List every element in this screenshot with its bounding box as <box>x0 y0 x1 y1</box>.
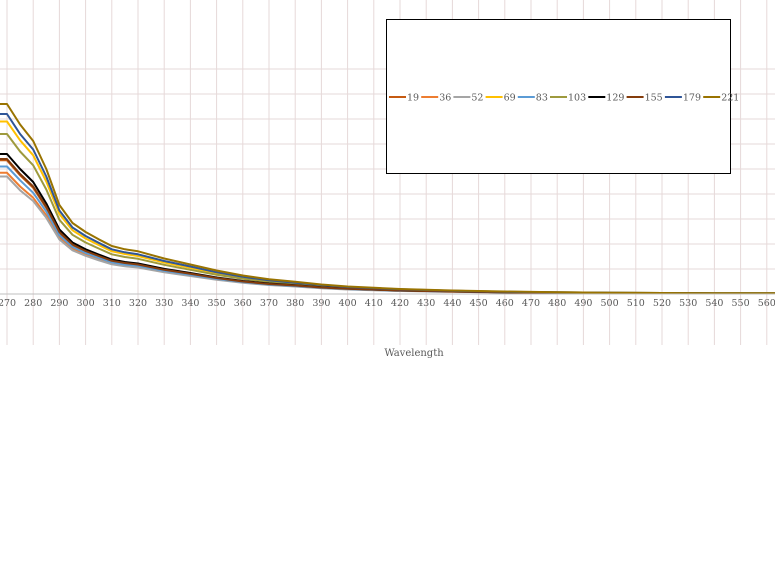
legend-item-155: 155 <box>626 93 663 104</box>
legend-item-69: 69 <box>485 93 516 104</box>
legend-label: 155 <box>645 93 663 104</box>
x-tick-label: 290 <box>50 298 68 309</box>
x-tick-label: 430 <box>417 298 435 309</box>
x-tick-label: 560 <box>758 298 775 309</box>
legend-label: 52 <box>471 93 483 104</box>
legend-item-103: 103 <box>550 93 586 104</box>
x-tick-label: 490 <box>574 298 592 309</box>
legend-item-179: 179 <box>664 93 701 104</box>
x-tick-label: 460 <box>496 298 514 309</box>
series-line-19 <box>0 159 775 295</box>
legend-label: 221 <box>721 93 739 104</box>
legend-label: 19 <box>407 93 419 104</box>
x-tick-label: 470 <box>522 298 540 309</box>
x-tick-label: 360 <box>234 298 252 309</box>
legend-item-83: 83 <box>517 93 548 104</box>
x-tick-labels: 270 280 290 300 310 320 330 340 350 360 370 380 390 4… <box>0 298 775 309</box>
x-tick-label: 350 <box>208 298 226 309</box>
x-tick-label: 380 <box>286 298 304 309</box>
legend-item-19: 19 <box>389 93 419 104</box>
legend-label: 179 <box>683 93 701 104</box>
x-tick-label: 530 <box>679 298 697 309</box>
legend-label: 103 <box>568 93 586 104</box>
series-line-36 <box>0 171 775 295</box>
x-axis-title: Wavelength <box>384 348 444 359</box>
x-tick-label: 510 <box>627 298 645 309</box>
x-tick-label: 280 <box>24 298 42 309</box>
legend-item-221: 221 <box>703 93 739 104</box>
x-tick-label: 410 <box>365 298 383 309</box>
legend-label: 69 <box>504 93 516 104</box>
series-line-83 <box>0 165 775 295</box>
legend-label: 129 <box>606 93 624 104</box>
x-tick-label: 390 <box>312 298 330 309</box>
x-tick-label: 500 <box>601 298 619 309</box>
x-tick-label: 340 <box>181 298 199 309</box>
x-tick-label: 480 <box>548 298 566 309</box>
legend-label: 36 <box>439 93 451 104</box>
legend-label: 83 <box>536 93 548 104</box>
x-tick-label: 370 <box>260 298 278 309</box>
x-tick-label: 420 <box>391 298 409 309</box>
legend: 19 36 52 69 83 103 129 155 179 221 <box>386 19 739 174</box>
series-line-221 <box>0 103 775 295</box>
legend-item-36: 36 <box>421 93 451 104</box>
legend-item-52: 52 <box>453 93 483 104</box>
x-tick-label: 450 <box>470 298 488 309</box>
x-tick-label: 400 <box>339 298 357 309</box>
x-tick-label: 310 <box>103 298 121 309</box>
series-line-155 <box>0 158 775 295</box>
x-tick-label: 300 <box>77 298 95 309</box>
x-tick-label: 330 <box>155 298 173 309</box>
x-tick-label: 320 <box>129 298 147 309</box>
x-tick-label: 550 <box>732 298 750 309</box>
x-tick-label: 520 <box>653 298 671 309</box>
x-tick-label: 540 <box>705 298 723 309</box>
x-tick-label: 440 <box>443 298 461 309</box>
series-line-129 <box>0 153 775 295</box>
x-tick-label: 270 <box>0 298 16 309</box>
legend-item-129: 129 <box>588 93 624 104</box>
series-lines <box>0 103 775 295</box>
